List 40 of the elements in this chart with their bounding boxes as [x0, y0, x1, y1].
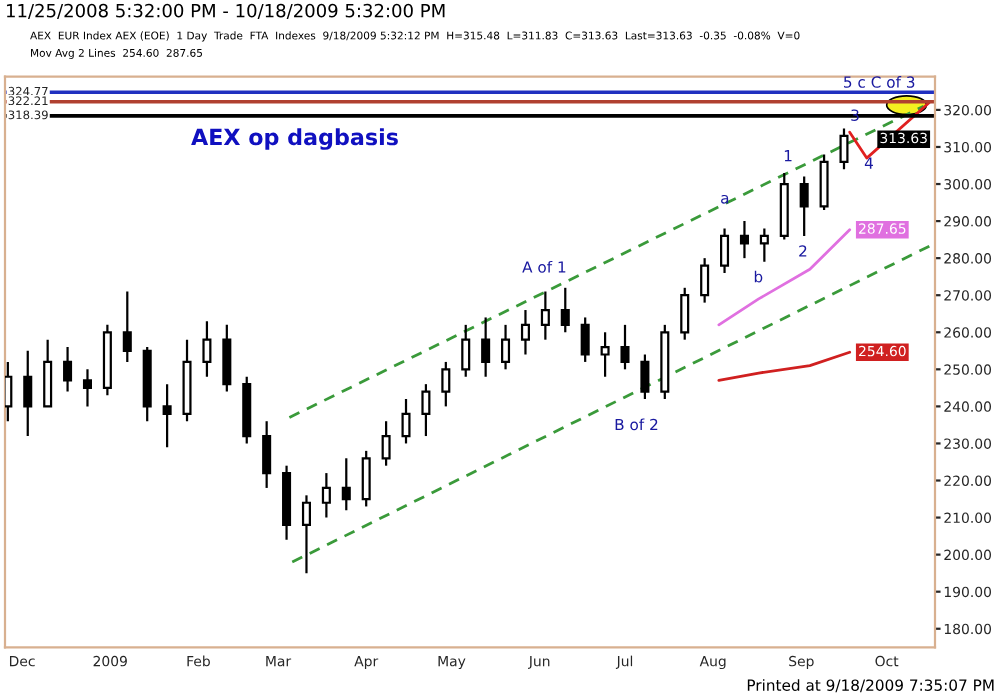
- candlestick: [600, 331, 610, 378]
- candlestick: [799, 175, 809, 238]
- candlestick: [23, 349, 33, 438]
- candlestick: [82, 368, 92, 408]
- candlestick: [560, 286, 570, 334]
- candlestick: [202, 320, 212, 378]
- candlestick: [5, 360, 13, 423]
- line-series: [717, 228, 852, 327]
- candlestick: [162, 383, 172, 449]
- candlestick: [759, 227, 769, 263]
- candlestick: [301, 494, 311, 575]
- candlestick: [580, 316, 590, 364]
- candlestick: [321, 471, 331, 519]
- candlestick: [739, 219, 749, 260]
- candlestick: [461, 323, 471, 378]
- text: 11/25/2008 5:32:00 PM - 10/18/2009 5:32:00 PM: [6, 3, 445, 19]
- candlestick: [222, 323, 232, 393]
- candlestick: [381, 420, 391, 467]
- candlestick: [640, 353, 650, 401]
- candlestick: [63, 345, 73, 393]
- candlestick: [839, 127, 849, 171]
- candlestick: [401, 397, 411, 445]
- candlestick: [361, 449, 371, 508]
- candlestick: [819, 153, 829, 212]
- line-series: [717, 350, 852, 382]
- candlestick: [122, 290, 132, 364]
- text: AEX op dagbasis: [191, 128, 398, 150]
- candlestick: [700, 257, 710, 304]
- candlestick: [540, 290, 550, 341]
- candlestick: [441, 360, 451, 408]
- candlestick: [520, 308, 530, 356]
- candlestick: [620, 323, 630, 371]
- candlestick: [341, 457, 351, 512]
- candlestick: [421, 383, 431, 438]
- candlestick: [43, 338, 53, 408]
- candlestick: [501, 323, 511, 371]
- candlestick: [481, 316, 491, 378]
- candlestick: [720, 227, 730, 275]
- candlestick: [262, 420, 272, 490]
- candlestick: [680, 286, 690, 341]
